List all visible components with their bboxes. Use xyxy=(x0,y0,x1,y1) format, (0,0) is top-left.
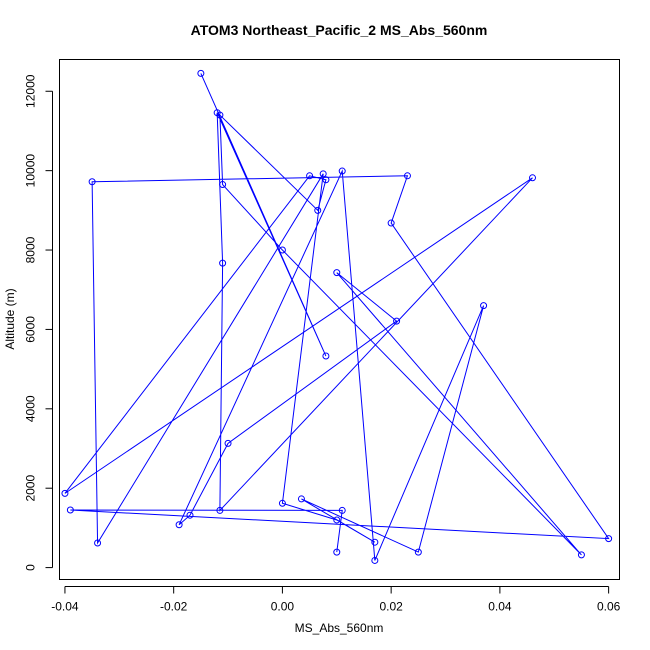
y-tick-label: 0 xyxy=(24,564,38,571)
data-point xyxy=(219,259,227,267)
x-tick-label: -0.02 xyxy=(160,600,188,614)
data-point xyxy=(297,495,305,503)
series-line xyxy=(64,73,610,561)
y-tick-label: 4000 xyxy=(24,395,38,422)
data-point xyxy=(216,111,224,119)
data-point xyxy=(371,556,379,564)
x-tick-label: 0.02 xyxy=(379,600,403,614)
data-point xyxy=(414,548,422,556)
data-point xyxy=(88,178,96,186)
data-point xyxy=(322,352,330,360)
data-point xyxy=(393,317,401,325)
data-point xyxy=(322,176,330,184)
data-point xyxy=(338,506,346,514)
x-tick-label: 0.06 xyxy=(597,600,621,614)
data-point xyxy=(219,181,227,189)
y-axis-label: Altitude (m) xyxy=(3,288,17,349)
y-axis: 0 2000 4000 6000 8000 10000 12000 xyxy=(24,74,53,571)
data-point xyxy=(94,539,102,547)
y-tick-label: 2000 xyxy=(24,475,38,502)
data-point xyxy=(197,69,205,77)
x-tick-label: 0.00 xyxy=(271,600,295,614)
data-point xyxy=(314,206,322,214)
y-tick-label: 12000 xyxy=(24,74,38,108)
data-point xyxy=(403,172,411,180)
data-point xyxy=(216,506,224,514)
data-point xyxy=(577,551,585,559)
data-point xyxy=(480,302,488,310)
data-point xyxy=(387,219,395,227)
y-tick-label: 8000 xyxy=(24,236,38,263)
x-axis: -0.04 -0.02 0.00 0.02 0.04 0.06 xyxy=(51,586,621,614)
y-tick-label: 10000 xyxy=(24,154,38,188)
chart-title: ATOM3 Northeast_Pacific_2 MS_Abs_560nm xyxy=(191,22,488,38)
data-point xyxy=(333,548,341,556)
data-point xyxy=(175,521,183,529)
data-point xyxy=(66,506,74,514)
data-point xyxy=(319,170,327,178)
data-point xyxy=(306,172,314,180)
x-tick-label: 0.04 xyxy=(488,600,512,614)
data-point xyxy=(278,499,286,507)
data-point xyxy=(605,535,613,543)
data-point xyxy=(333,516,341,524)
data-point xyxy=(333,269,341,277)
data-point xyxy=(186,511,194,519)
x-tick-label: -0.04 xyxy=(51,600,79,614)
y-tick-label: 6000 xyxy=(24,316,38,343)
data-point xyxy=(529,174,537,182)
series-group xyxy=(61,69,613,564)
data-point xyxy=(61,489,69,497)
x-axis-label: MS_Abs_560nm xyxy=(295,621,384,635)
data-point xyxy=(278,246,286,254)
plot-area xyxy=(59,59,620,580)
data-point xyxy=(338,167,346,175)
data-point xyxy=(371,538,379,546)
data-point xyxy=(224,439,232,447)
